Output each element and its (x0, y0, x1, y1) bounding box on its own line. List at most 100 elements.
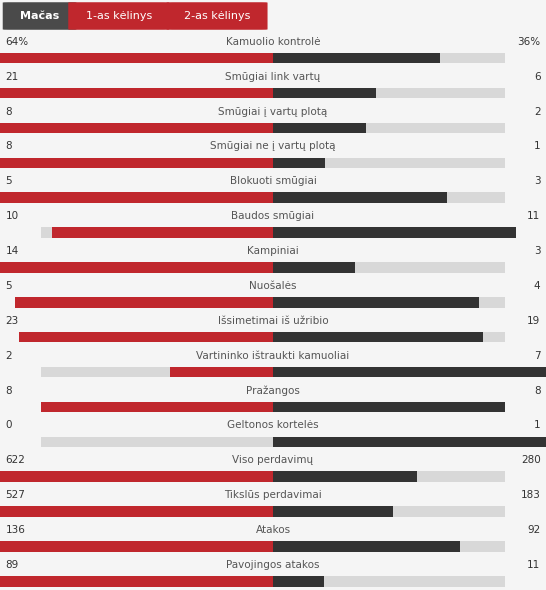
Bar (41, 227, 505, 238)
Bar (41, 437, 505, 447)
Text: 36%: 36% (518, 37, 541, 47)
Text: 3: 3 (534, 176, 541, 186)
Bar (273, 402, 505, 412)
Bar (273, 332, 483, 342)
Text: Viso perdavimų: Viso perdavimų (233, 455, 313, 466)
Text: Atakos: Atakos (256, 525, 290, 535)
Text: Išsimetimai iš užribio: Išsimetimai iš užribio (218, 316, 328, 326)
Text: 92: 92 (527, 525, 541, 535)
Text: 2-as kėlinys: 2-as kėlinys (184, 11, 250, 21)
Bar (41, 262, 505, 273)
Text: 136: 136 (5, 525, 25, 535)
Bar (273, 437, 546, 447)
Text: 11: 11 (527, 211, 541, 221)
Text: 7: 7 (534, 350, 541, 360)
Bar (41, 88, 505, 99)
Text: 8: 8 (5, 385, 12, 395)
Bar (19, 332, 273, 342)
Bar (273, 158, 324, 168)
Text: 21: 21 (5, 71, 19, 81)
Text: 183: 183 (521, 490, 541, 500)
Bar (15, 297, 273, 307)
Bar (41, 53, 505, 63)
Bar (273, 506, 393, 517)
Bar (0, 88, 273, 99)
Text: Pavojingos atakos: Pavojingos atakos (226, 560, 320, 570)
Bar (0, 471, 273, 482)
Text: 1: 1 (534, 421, 541, 430)
Bar (0, 53, 273, 63)
Text: 10: 10 (5, 211, 19, 221)
Bar (273, 262, 355, 273)
Bar (273, 123, 366, 133)
Bar (52, 227, 273, 238)
Text: Smūgiai ne į vartų plotą: Smūgiai ne į vartų plotą (210, 142, 336, 152)
Bar (0, 158, 273, 168)
Text: Tikslūs perdavimai: Tikslūs perdavimai (224, 490, 322, 500)
Text: 280: 280 (521, 455, 541, 466)
Bar (273, 227, 516, 238)
Text: Kampiniai: Kampiniai (247, 246, 299, 256)
Bar (273, 88, 376, 99)
Text: 527: 527 (5, 490, 25, 500)
Text: 89: 89 (5, 560, 19, 570)
Text: Pražangos: Pražangos (246, 385, 300, 396)
Text: Nuošalės: Nuošalės (250, 281, 296, 291)
Text: 8: 8 (534, 385, 541, 395)
Text: 2: 2 (534, 107, 541, 116)
Bar (273, 367, 546, 377)
Text: 11: 11 (527, 560, 541, 570)
Bar (41, 541, 505, 552)
Bar (170, 367, 273, 377)
Bar (41, 402, 273, 412)
Text: 19: 19 (527, 316, 541, 326)
Text: Baudos smūgiai: Baudos smūgiai (232, 211, 314, 221)
Text: Mačas: Mačas (20, 11, 59, 21)
Text: 1-as kėlinys: 1-as kėlinys (86, 11, 152, 21)
Bar (41, 576, 505, 586)
Bar (0, 123, 273, 133)
Bar (41, 158, 505, 168)
Text: 4: 4 (534, 281, 541, 291)
Bar (0, 192, 273, 203)
FancyBboxPatch shape (167, 2, 268, 30)
Bar (41, 367, 505, 377)
Bar (273, 541, 460, 552)
Text: 0: 0 (5, 421, 12, 430)
Bar (41, 123, 505, 133)
Bar (41, 297, 505, 307)
Bar (0, 262, 273, 273)
Bar (41, 471, 505, 482)
Bar (273, 53, 440, 63)
Text: 1: 1 (534, 142, 541, 152)
Bar (0, 506, 273, 517)
Text: Vartininko ištraukti kamuoliai: Vartininko ištraukti kamuoliai (197, 350, 349, 360)
Text: 2: 2 (5, 350, 12, 360)
Bar (273, 576, 324, 586)
FancyBboxPatch shape (3, 2, 76, 30)
Bar (273, 192, 447, 203)
Text: 23: 23 (5, 316, 19, 326)
Text: 6: 6 (534, 71, 541, 81)
Text: 3: 3 (534, 246, 541, 256)
Bar (273, 471, 417, 482)
Text: 5: 5 (5, 281, 12, 291)
Bar (41, 332, 505, 342)
Text: Smūgiai į vartų plotą: Smūgiai į vartų plotą (218, 107, 328, 116)
Text: 64%: 64% (5, 37, 28, 47)
Text: 8: 8 (5, 142, 12, 152)
Text: 8: 8 (5, 107, 12, 116)
Bar (273, 297, 479, 307)
Text: Smūgiai link vartų: Smūgiai link vartų (225, 71, 321, 81)
Text: Geltonos kortelės: Geltonos kortelės (227, 421, 319, 430)
Text: 14: 14 (5, 246, 19, 256)
Text: Kamuolio kontrolė: Kamuolio kontrolė (225, 37, 321, 47)
Text: Blokuoti smūgiai: Blokuoti smūgiai (229, 176, 317, 186)
Bar (41, 402, 505, 412)
Text: 622: 622 (5, 455, 25, 466)
FancyBboxPatch shape (68, 2, 169, 30)
Bar (41, 506, 505, 517)
Text: 5: 5 (5, 176, 12, 186)
Bar (41, 192, 505, 203)
Bar (0, 576, 273, 586)
